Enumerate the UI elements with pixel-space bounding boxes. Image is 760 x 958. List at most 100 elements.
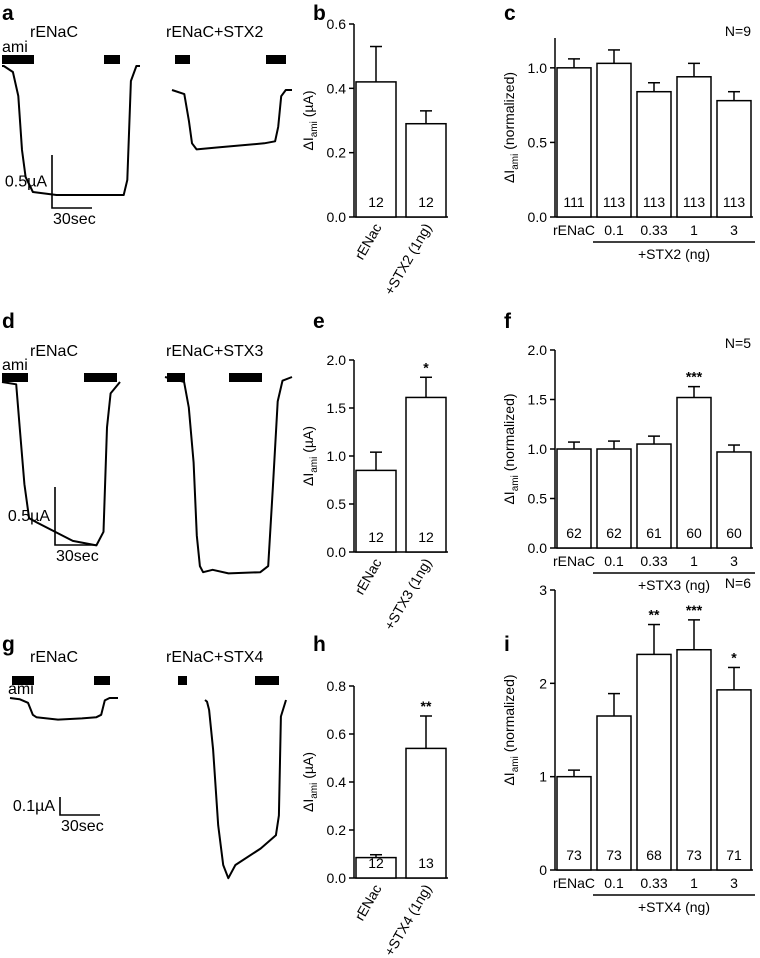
panel-label: f [504, 310, 512, 333]
x-category-label: 0.33 [640, 553, 667, 569]
sample-size-label: 71 [726, 847, 742, 863]
amiloride-bar [229, 373, 262, 382]
x-category-label: 3 [730, 553, 738, 569]
x-category-label: rENac [351, 882, 384, 924]
scale-bar-lines [54, 487, 96, 546]
significance-stars: ** [421, 698, 432, 714]
current-trace-group: rENaC+STX2 [166, 24, 292, 151]
y-tick-label: 1.5 [528, 392, 548, 408]
sample-size-label: 12 [368, 529, 384, 545]
bar [636, 90, 672, 218]
y-axis-label: ΔIami (normalized) [501, 674, 521, 785]
y-tick-label: 3 [539, 582, 547, 598]
x-category-label: rENaC [553, 553, 595, 569]
panel-label: a [2, 2, 14, 25]
bar-chart-c: c 0.0 0.5 1.0 ΔIami (normalized) 111 rENaC 113 0… [501, 2, 755, 262]
group-label: +STX4 (ng) [638, 899, 710, 915]
y-tick-label: 0.0 [528, 209, 548, 225]
y-axis-label: ΔIami (normalized) [501, 72, 521, 183]
panel-label: d [2, 310, 15, 333]
panel-label: c [504, 2, 516, 25]
x-category-label: rENaC [553, 875, 595, 891]
n-annotation: N=5 [725, 335, 751, 351]
y-tick-label: 0.4 [327, 774, 347, 790]
y-axis-label: ΔIami (µA) [300, 752, 320, 812]
x-category-label: 0.1 [604, 222, 624, 238]
y-tick-label: 0.0 [327, 870, 347, 886]
scale-bar: 0.5µA 30sec [8, 487, 99, 565]
bar-chart-f: f 0.0 0.5 1.0 1.5 2.0 ΔIami (normalized) 62 rENa… [501, 310, 755, 593]
bar [355, 469, 397, 553]
y-tick-label: 0.0 [528, 540, 548, 556]
scale-bar-lines [51, 155, 92, 209]
scale-y-label: 0.1µA [13, 798, 55, 815]
current-trace-line [171, 89, 292, 151]
bar [596, 715, 632, 871]
x-category-label: +STX2 (1ng) [381, 221, 435, 298]
bar-chart-i: i 0 1 2 3 ΔIami (normalized) 73 rENaC 73 0.1 68 ** 0… [501, 575, 755, 915]
current-trace-group: rENaC+STX4 [166, 649, 287, 880]
x-category-label: 0.33 [640, 875, 667, 891]
bar [596, 62, 632, 218]
y-axis-label: ΔIami (µA) [300, 426, 320, 486]
bar [716, 689, 752, 871]
trace-title: rENaC+STX4 [166, 649, 263, 666]
scale-bar: 0.1µA 30sec [13, 797, 104, 835]
group-label: +STX3 (ng) [638, 577, 710, 593]
significance-stars: * [731, 649, 737, 665]
amiloride-bar [255, 676, 279, 685]
panel-label: g [2, 633, 15, 656]
bar [405, 396, 447, 553]
trace-title: rENaC+STX2 [166, 24, 263, 41]
y-tick-label: 2 [539, 675, 547, 691]
scale-x-label: 30sec [56, 548, 99, 565]
sample-size-label: 12 [368, 194, 384, 210]
x-category-label: rENaC [553, 222, 595, 238]
bar-chart-h: h 0.0 0.2 0.4 0.6 0.8 ΔIami (µA) 12 rENac 13 ** +ST… [300, 633, 448, 958]
sample-size-label: 113 [723, 194, 746, 210]
y-tick-label: 0.6 [327, 726, 347, 742]
panel-label: h [313, 633, 326, 656]
panel-label: i [504, 633, 510, 656]
x-category-label: 1 [690, 553, 698, 569]
bar [716, 99, 752, 218]
bar [556, 67, 592, 218]
bar [405, 122, 447, 218]
bar [636, 443, 672, 549]
amiloride-bar [167, 373, 185, 382]
y-tick-label: 0.0 [327, 209, 347, 225]
n-annotation: N=9 [725, 23, 751, 39]
sample-size-label: 12 [368, 855, 384, 871]
y-tick-label: 0.5 [528, 491, 548, 507]
bar [355, 81, 397, 218]
trace-panels: arENaCamirENaC+STX20.5µA30secdrENaCamirE… [1, 2, 293, 880]
significance-stars: *** [686, 369, 703, 385]
significance-stars: ** [649, 607, 660, 623]
y-tick-label: 2.0 [528, 342, 548, 358]
n-annotation: N=6 [725, 575, 751, 591]
bar-chart-b: b 0.0 0.2 0.4 0.6 ΔIami (µA) 12 rENac 12 +STX2 (1… [300, 2, 448, 298]
sample-size-label: 12 [418, 529, 434, 545]
x-category-label: 1 [690, 222, 698, 238]
bar [676, 648, 712, 871]
bar [636, 653, 672, 871]
bar [405, 747, 447, 879]
scale-y-label: 0.5µA [5, 174, 47, 191]
trace-title: rENaC [30, 343, 78, 360]
y-tick-label: 0.8 [327, 678, 347, 694]
y-tick-label: 1 [539, 769, 547, 785]
bar [556, 448, 592, 549]
amiloride-bar [266, 55, 286, 64]
y-tick-label: 1.5 [327, 400, 347, 416]
x-category-label: rENac [351, 556, 384, 598]
y-tick-label: 0.5 [327, 496, 347, 512]
sample-size-label: 73 [566, 847, 582, 863]
y-tick-label: 0.5 [528, 134, 548, 150]
panel-label: b [313, 2, 326, 25]
amiloride-label: ami [2, 357, 28, 374]
sample-size-label: 73 [686, 847, 702, 863]
